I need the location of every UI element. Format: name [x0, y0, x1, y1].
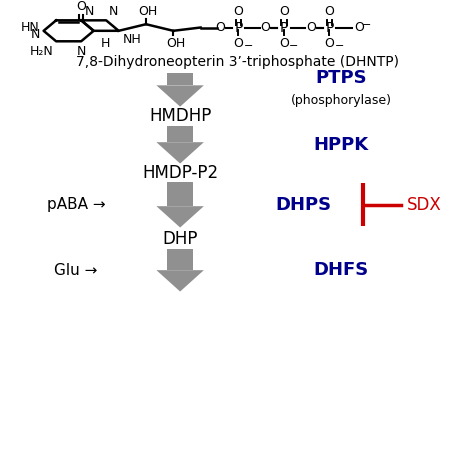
Text: N: N: [109, 5, 118, 18]
Text: −: −: [244, 41, 253, 51]
Text: O: O: [261, 21, 271, 34]
Text: O: O: [279, 5, 289, 18]
Text: N: N: [31, 27, 40, 41]
Polygon shape: [156, 206, 204, 228]
Polygon shape: [167, 73, 193, 85]
Text: O: O: [306, 21, 316, 34]
Text: pABA →: pABA →: [46, 197, 105, 212]
Text: SDX: SDX: [407, 196, 442, 214]
Text: O: O: [324, 37, 334, 50]
Polygon shape: [156, 142, 204, 164]
Text: NH: NH: [122, 33, 141, 46]
Text: O: O: [324, 5, 334, 18]
Text: H₂N: H₂N: [30, 45, 54, 58]
Text: O: O: [215, 21, 225, 34]
Text: DHP: DHP: [163, 230, 198, 248]
Polygon shape: [167, 249, 193, 270]
Text: HPPK: HPPK: [314, 136, 369, 154]
Text: −: −: [289, 41, 299, 51]
Text: Glu →: Glu →: [54, 263, 98, 278]
Text: N: N: [85, 5, 94, 18]
Text: DHFS: DHFS: [314, 261, 369, 279]
Text: P: P: [325, 20, 334, 35]
Text: HMDHP: HMDHP: [149, 107, 211, 125]
Text: N: N: [76, 45, 86, 58]
Polygon shape: [156, 85, 204, 107]
Text: HN: HN: [21, 21, 40, 34]
Text: PTPS: PTPS: [316, 69, 367, 87]
Text: O: O: [233, 5, 243, 18]
Text: H: H: [100, 37, 109, 50]
Polygon shape: [167, 126, 193, 142]
Text: O: O: [76, 0, 86, 13]
Text: −: −: [362, 20, 371, 30]
Text: P: P: [280, 20, 288, 35]
Text: O: O: [233, 37, 243, 50]
Text: HMDP-P2: HMDP-P2: [142, 164, 218, 182]
Text: OH: OH: [138, 5, 158, 18]
Text: P: P: [234, 20, 243, 35]
Text: 7,8-Dihydroneopterin 3’-triphosphate (DHNTP): 7,8-Dihydroneopterin 3’-triphosphate (DH…: [75, 55, 399, 69]
Text: DHPS: DHPS: [275, 196, 331, 214]
Polygon shape: [156, 270, 204, 292]
Text: (phosphorylase): (phosphorylase): [291, 94, 392, 108]
Text: −: −: [335, 41, 344, 51]
Text: O: O: [279, 37, 289, 50]
Text: O: O: [355, 21, 365, 34]
Polygon shape: [167, 182, 193, 206]
Text: OH: OH: [166, 37, 185, 50]
